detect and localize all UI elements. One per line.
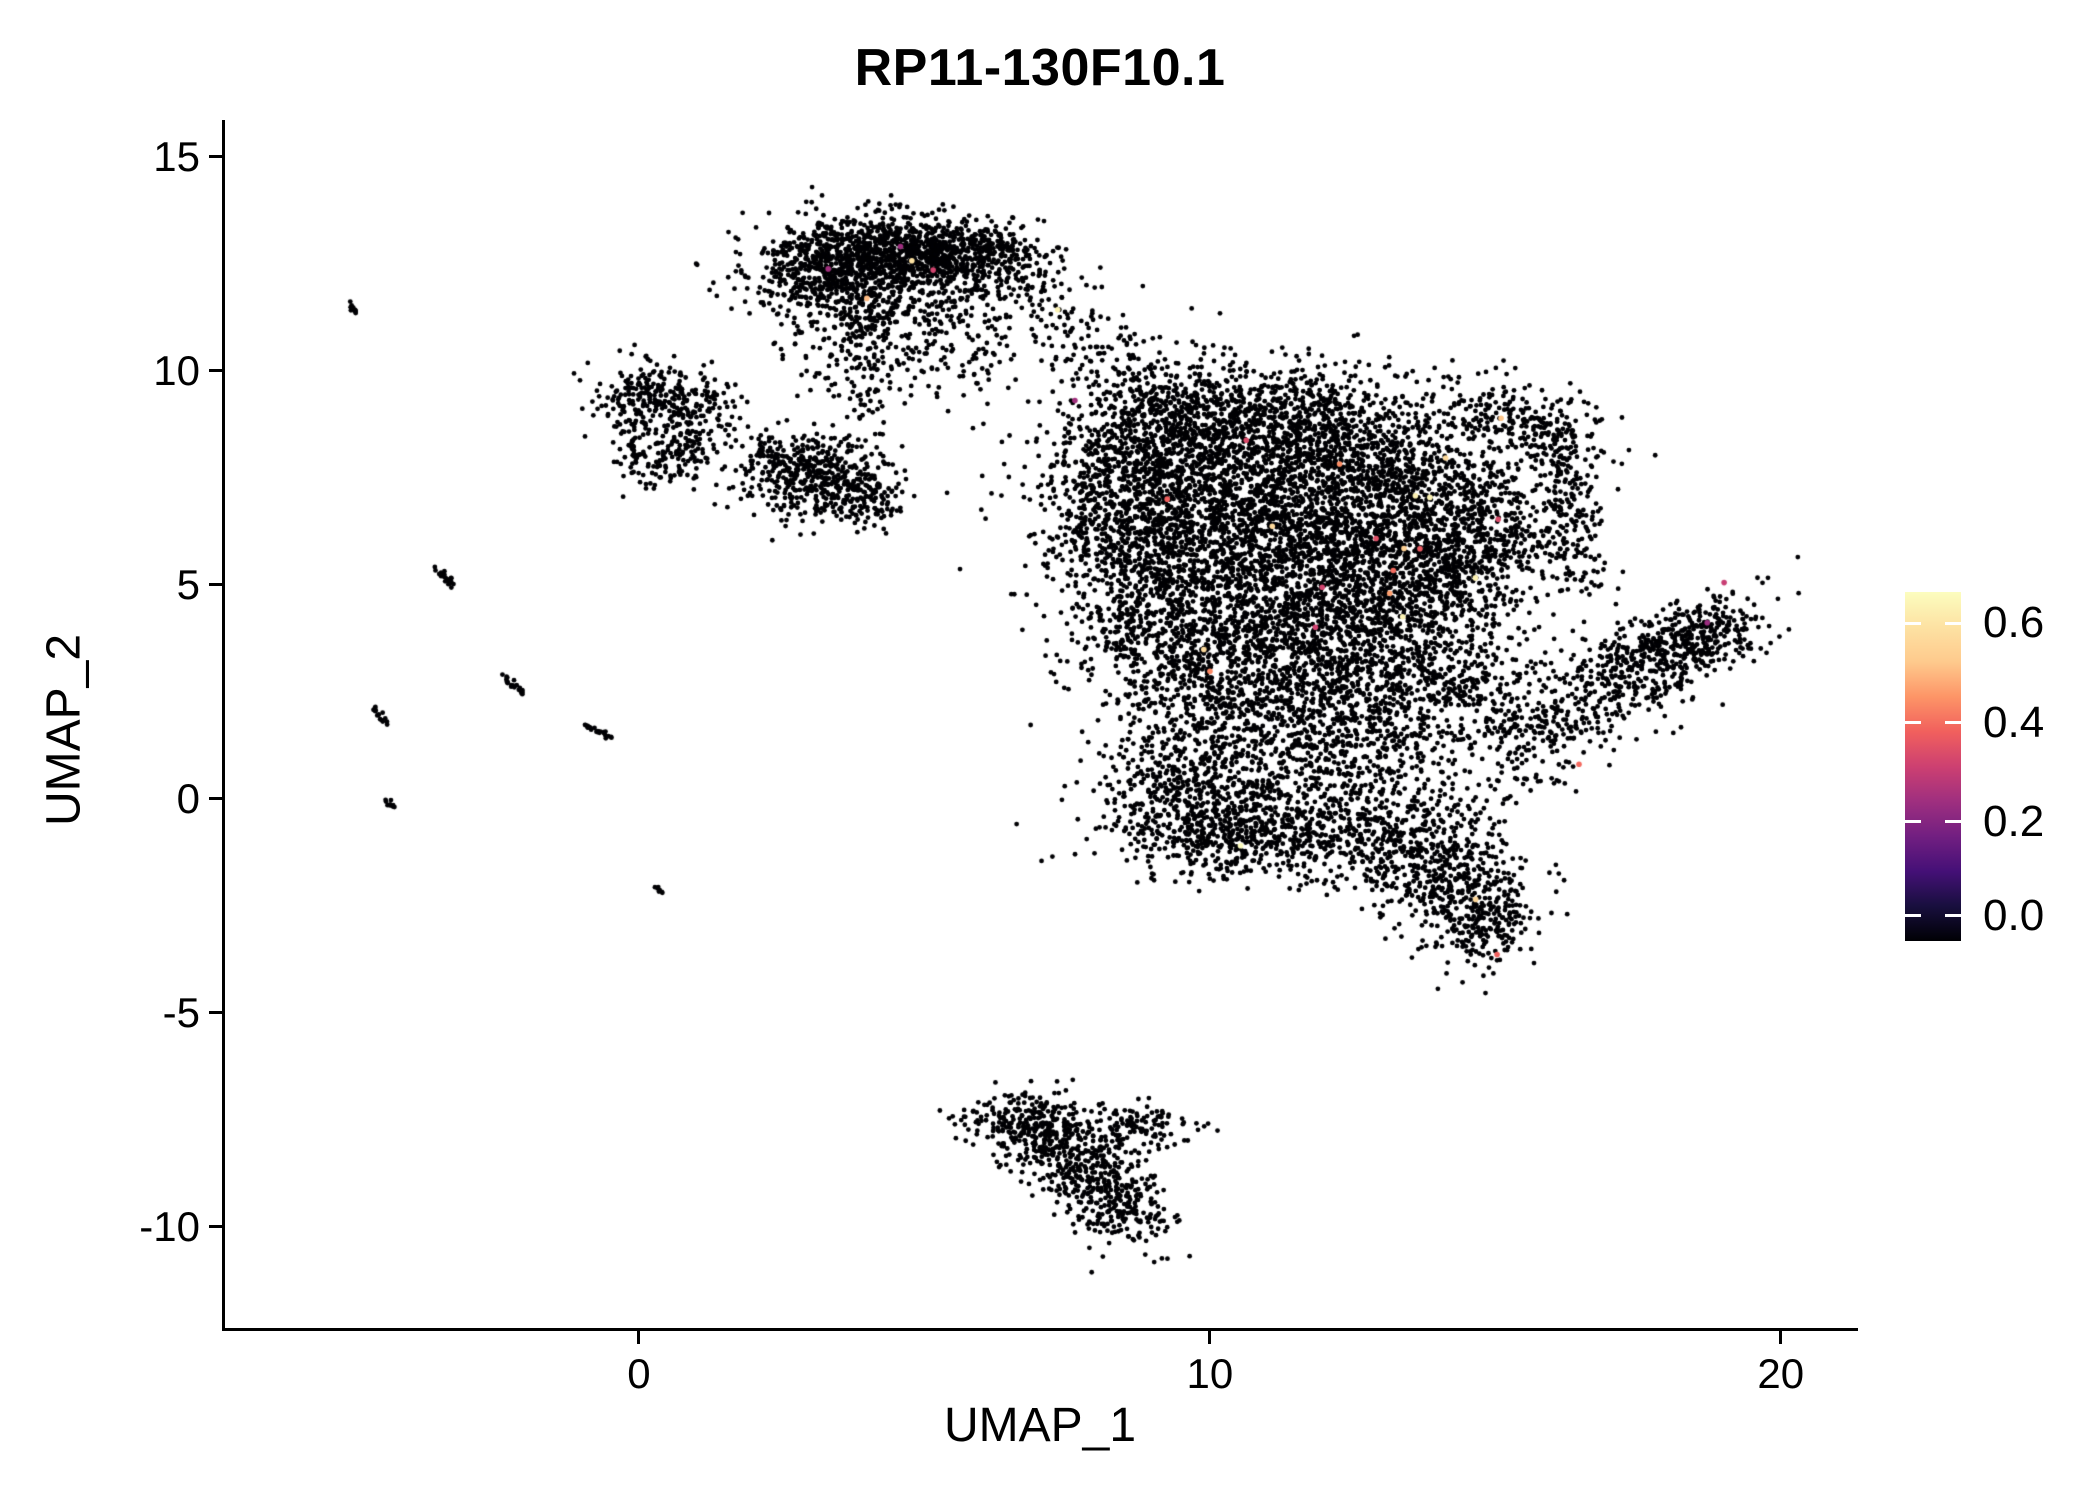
- colorbar-tick-mark: [1905, 621, 1921, 625]
- x-tick-mark: [637, 1331, 641, 1344]
- colorbar-tick-label: 0.6: [1983, 598, 2045, 648]
- y-tick-label: 5: [176, 560, 200, 608]
- scatter-canvas: [225, 120, 1855, 1328]
- plot-title: RP11-130F10.1: [854, 39, 1226, 97]
- colorbar-tick-mark: [1945, 721, 1961, 725]
- x-tick-mark: [1779, 1331, 1783, 1344]
- colorbar-tick-mark: [1945, 914, 1961, 918]
- y-tick-label: 15: [153, 132, 200, 180]
- y-tick-mark: [209, 583, 222, 587]
- x-tick-label: 0: [627, 1350, 651, 1397]
- y-axis-label: UMAP_2: [37, 633, 91, 827]
- colorbar-tick-mark: [1905, 721, 1921, 725]
- colorbar-tick-label: 0.2: [1983, 796, 2045, 846]
- y-tick-mark: [209, 155, 222, 159]
- y-tick-mark: [209, 1225, 222, 1229]
- y-axis-line: [222, 120, 225, 1331]
- y-tick-mark: [209, 1011, 222, 1015]
- x-tick-label: 20: [1757, 1350, 1805, 1397]
- x-axis-line: [222, 1328, 1858, 1331]
- y-tick-label: -5: [162, 988, 200, 1036]
- colorbar-tick-label: 0.4: [1983, 697, 2045, 747]
- colorbar-tick-mark: [1905, 914, 1921, 918]
- y-tick-label: -10: [139, 1202, 200, 1250]
- y-tick-mark: [209, 797, 222, 801]
- x-tick-label: 10: [1186, 1350, 1234, 1397]
- y-tick-mark: [209, 369, 222, 373]
- colorbar-tick-mark: [1945, 621, 1961, 625]
- colorbar-tick-mark: [1905, 820, 1921, 824]
- x-tick-mark: [1208, 1331, 1212, 1344]
- colorbar-tick-mark: [1945, 820, 1961, 824]
- colorbar-gradient: [1905, 592, 1961, 941]
- colorbar-tick-label: 0.0: [1983, 890, 2045, 940]
- x-axis-label: UMAP_1: [943, 1399, 1137, 1452]
- y-tick-label: 10: [153, 346, 200, 394]
- y-tick-label: 0: [176, 774, 200, 822]
